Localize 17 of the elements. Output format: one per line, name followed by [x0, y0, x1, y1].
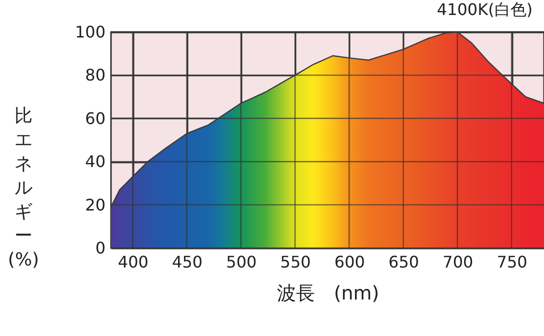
x-tick-label: 450 — [172, 252, 203, 272]
y-axis-title: 比エネルギー(%) — [8, 106, 40, 270]
x-tick-label: 550 — [280, 252, 311, 272]
y-tick-label: 80 — [85, 66, 106, 85]
x-tick-label: 650 — [388, 252, 420, 272]
y-tick-label: 20 — [85, 195, 106, 214]
x-tick-label: 750 — [496, 252, 528, 272]
y-tick-label: 0 — [95, 238, 106, 258]
chart-title: 4100K(白色) — [436, 0, 533, 19]
x-tick-label: 700 — [442, 252, 474, 272]
x-tick-label: 600 — [334, 252, 365, 272]
x-tick-label: 500 — [226, 252, 257, 272]
y-tick-label: 60 — [85, 108, 106, 128]
x-axis-title: 波長 (nm) — [276, 282, 380, 304]
y-tick-label: 40 — [85, 152, 106, 172]
y-tick-label: 100 — [74, 22, 106, 42]
x-tick-label: 400 — [118, 252, 148, 272]
